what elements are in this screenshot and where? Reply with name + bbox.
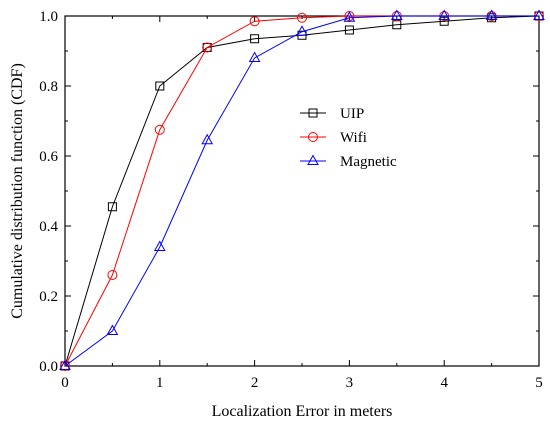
data-point-magnetic (438, 9, 451, 20)
y-tick-label: 0.0 (39, 359, 58, 375)
series-wifi (60, 11, 544, 371)
data-point-magnetic (248, 51, 261, 62)
x-tick-label: 2 (251, 375, 259, 391)
y-tick-label: 0.6 (39, 149, 58, 165)
data-point-magnetic (390, 9, 403, 20)
series-line-uip (64, 15, 540, 367)
series-uip (60, 11, 544, 371)
data-point-magnetic (485, 9, 498, 20)
legend-item-uip: UIP (300, 106, 364, 122)
y-tick-label: 1.0 (39, 9, 58, 25)
legend-item-magnetic: Magnetic (300, 154, 397, 170)
legend-label-magnetic: Magnetic (340, 154, 397, 170)
legend-label-uip: UIP (340, 106, 364, 122)
legend-label-wifi: Wifi (340, 130, 367, 146)
data-point-wifi (249, 16, 260, 27)
series-magnetic (59, 9, 545, 370)
data-point-magnetic (343, 11, 356, 22)
y-tick-label: 0.2 (39, 289, 58, 305)
legend: UIP Wifi Magnetic (300, 106, 397, 170)
plot-frame (64, 15, 540, 367)
data-point-magnetic (106, 324, 119, 335)
data-point-uip (439, 16, 449, 26)
data-point-uip (155, 81, 165, 91)
x-tick-label: 0 (61, 375, 69, 391)
data-point-wifi (154, 124, 165, 135)
data-point-magnetic (533, 9, 545, 20)
series-layer (59, 9, 545, 371)
data-point-magnetic (296, 25, 308, 36)
x-tick-label: 4 (440, 375, 448, 391)
data-point-wifi (297, 12, 307, 23)
data-point-magnetic (201, 133, 214, 145)
y-axis-title: Cumulative distribution function (CDF) (9, 63, 26, 319)
x-tick-label: 3 (346, 375, 354, 391)
data-point-wifi (202, 42, 213, 53)
series-line-wifi (64, 15, 539, 367)
x-tick-label: 5 (535, 375, 543, 391)
x-tick-label: 1 (156, 375, 164, 391)
legend-marker-magnetic (307, 154, 319, 165)
data-point-magnetic (153, 240, 166, 251)
x-axis-title: Localization Error in meters (212, 403, 393, 420)
data-point-uip (344, 25, 354, 35)
legend-item-wifi: Wifi (300, 130, 367, 146)
data-point-wifi (107, 270, 118, 280)
y-tick-label: 0.4 (39, 219, 58, 235)
y-tick-label: 0.8 (39, 79, 58, 95)
data-point-uip (250, 34, 260, 44)
legend-marker-wifi (308, 132, 318, 142)
legend-marker-uip (308, 108, 318, 118)
data-point-magnetic (59, 359, 71, 370)
series-line-magnetic (64, 15, 539, 367)
data-point-uip (107, 202, 117, 212)
